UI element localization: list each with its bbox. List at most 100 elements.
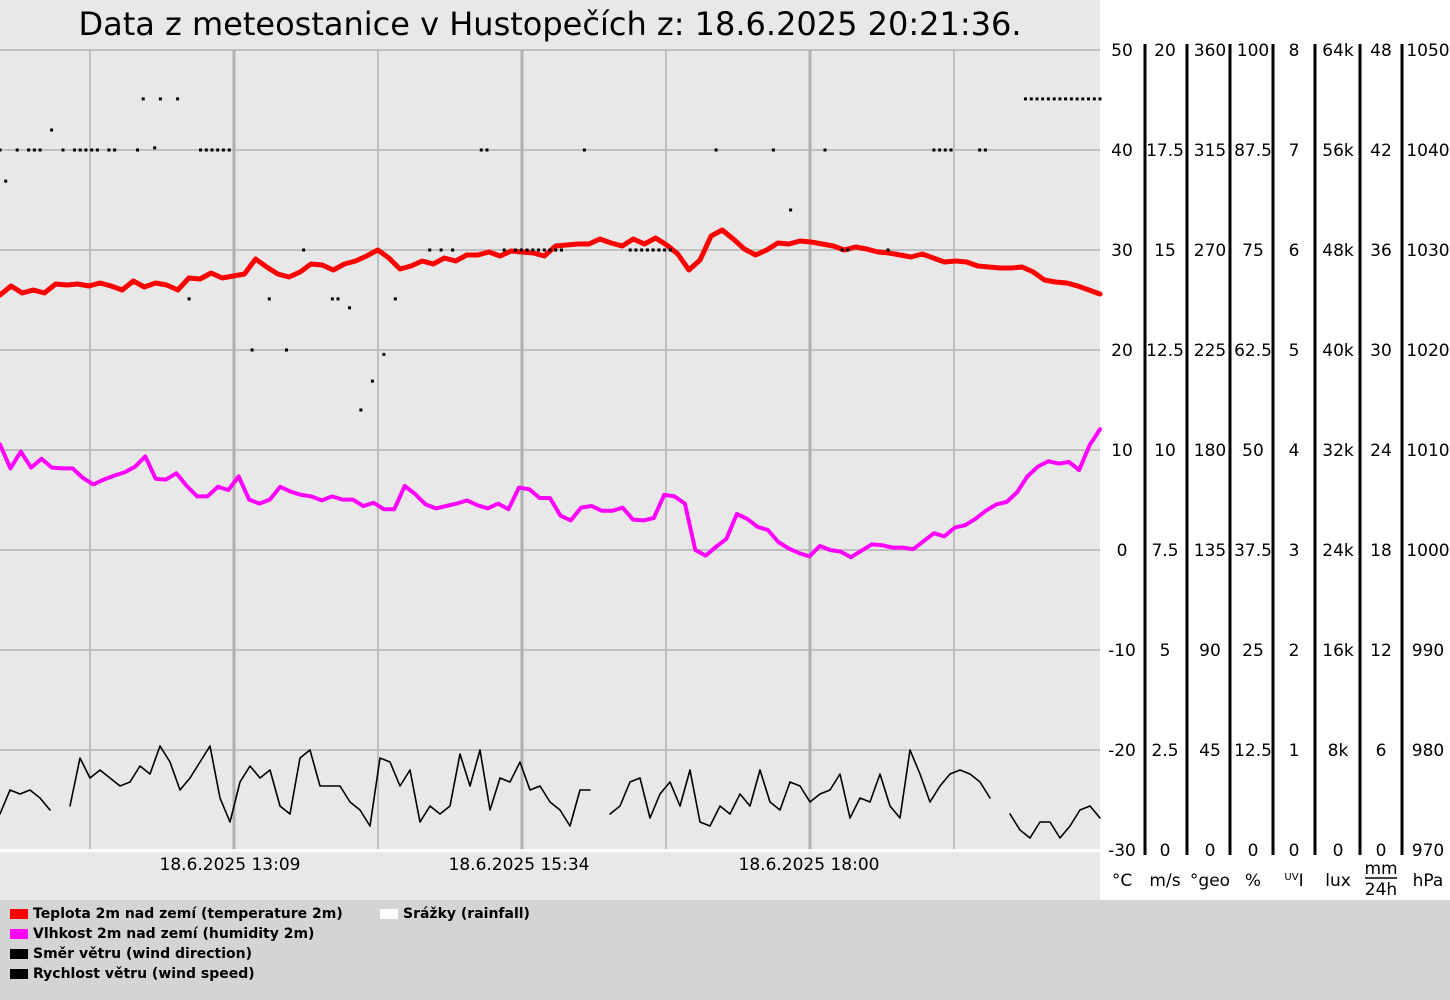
wind-direction-point	[1081, 97, 1085, 101]
x-tick-label: 18.6.2025 13:09	[160, 855, 301, 875]
wind-direction-point	[1046, 97, 1050, 101]
wind-direction-point	[393, 297, 397, 301]
y-tick-label: -20	[1108, 741, 1136, 761]
axis-unit-label: lux	[1325, 871, 1351, 891]
y-tick-label: 50	[1242, 441, 1264, 461]
wind-direction-point	[525, 248, 529, 252]
y-tick-label: 990	[1412, 641, 1444, 661]
wind-direction-point	[302, 248, 306, 252]
wind-direction-point	[628, 248, 632, 252]
wind-direction-point	[221, 148, 225, 152]
wind-direction-point	[1024, 97, 1027, 101]
y-tick-label: 980	[1412, 741, 1444, 761]
y-tick-label: 50	[1111, 41, 1133, 61]
y-tick-label: 225	[1194, 341, 1226, 361]
legend-label: Srážky (rainfall)	[403, 906, 530, 922]
wind-direction-point	[983, 148, 987, 152]
y-tick-label: 48	[1370, 41, 1392, 61]
wind-direction-point	[542, 248, 546, 252]
y-tick-label: 10	[1154, 441, 1176, 461]
axis-unit-label: %	[1245, 871, 1261, 891]
axis-unit-label: 24h	[1365, 880, 1397, 900]
legend-item-humidity: Vlhkost 2m nad zemí (humidity 2m)	[10, 925, 314, 943]
wind-direction-point	[1098, 97, 1102, 101]
wind-direction-point	[1041, 97, 1045, 101]
y-tick-label: 1030	[1406, 241, 1449, 261]
y-tick-label: 2	[1289, 641, 1300, 661]
y-tick-label: 6	[1289, 241, 1300, 261]
y-tick-label: 8	[1289, 41, 1300, 61]
y-tick-label: 75	[1242, 241, 1264, 261]
wind-direction-point	[514, 248, 518, 252]
y-tick-label: 12	[1370, 641, 1392, 661]
wind-direction-point	[560, 248, 563, 252]
y-tick-label: 16k	[1322, 641, 1354, 661]
y-tick-label: 30	[1111, 241, 1133, 261]
y-tick-label: 315	[1194, 141, 1226, 161]
wind-direction-point	[451, 248, 455, 252]
y-tick-label: 25	[1242, 641, 1264, 661]
y-tick-label: 20	[1154, 41, 1176, 61]
wind-direction-point	[663, 248, 667, 252]
humidity-line	[0, 427, 1102, 560]
wind-direction-point	[370, 379, 374, 383]
wind-direction-point	[519, 248, 523, 252]
legend-label: Směr větru (wind direction)	[33, 946, 252, 962]
y-tick-label: 0	[1333, 841, 1344, 861]
y-tick-label: 3	[1289, 541, 1300, 561]
wind-direction-point	[285, 348, 288, 352]
wind-direction-point	[1075, 97, 1079, 101]
x-tick-label: 18.6.2025 18:00	[739, 855, 880, 875]
wind-direction-point	[1035, 97, 1039, 101]
legend-swatch	[10, 909, 28, 919]
legend-swatch	[380, 909, 398, 919]
wind-direction-point	[840, 248, 844, 252]
y-tick-label: 64k	[1322, 41, 1354, 61]
wind-direction-point	[502, 248, 506, 252]
wind-direction-point	[136, 148, 139, 152]
temperature-line	[0, 227, 1103, 298]
axis-unit-label: hPa	[1413, 871, 1444, 891]
y-tick-label: 12.5	[1146, 341, 1184, 361]
wind-direction-point	[1064, 97, 1068, 101]
y-tick-label: 0	[1289, 841, 1300, 861]
wind-direction-point	[582, 148, 586, 152]
y-tick-label: 30	[1370, 341, 1392, 361]
legend-label: Rychlost větru (wind speed)	[33, 966, 255, 982]
wind-direction-point	[158, 97, 162, 101]
weather-chart: 18.6.2025 13:09 18.6.2025 15:34 18.6.2025 …	[0, 41, 1450, 900]
chart-marks	[0, 97, 1103, 839]
wind-direction-point	[645, 248, 649, 252]
y-tick-label: 5	[1160, 641, 1171, 661]
y-tick-label: 15	[1154, 241, 1176, 261]
y-tick-label: 270	[1194, 241, 1226, 261]
wind-direction-point	[90, 148, 94, 152]
y-tick-label: 1	[1289, 741, 1300, 761]
wind-direction-point	[789, 208, 793, 212]
y-tick-label: 17.5	[1146, 141, 1184, 161]
y-tick-label: 1010	[1406, 441, 1449, 461]
wind-direction-point	[479, 148, 483, 152]
wind-direction-point	[187, 297, 191, 301]
wind-direction-point	[330, 297, 334, 301]
wind-direction-point	[932, 148, 936, 152]
y-axes: 50403020100-10-20-30°C2017.51512.5107.55…	[1108, 41, 1450, 900]
wind-direction-point	[1058, 97, 1062, 101]
y-tick-label: 970	[1412, 841, 1444, 861]
y-tick-label: 8k	[1328, 741, 1349, 761]
wind-direction-point	[73, 148, 76, 152]
wind-speed-line	[0, 745, 1101, 839]
y-tick-label: 0	[1117, 541, 1128, 561]
wind-direction-point	[4, 179, 8, 183]
y-tick-label: 42	[1370, 141, 1392, 161]
wind-direction-point	[15, 148, 19, 152]
axis-unit-label: m/s	[1149, 871, 1180, 891]
wind-direction-point	[668, 248, 672, 252]
legend-swatch	[10, 969, 28, 979]
wind-direction-point	[886, 248, 890, 252]
wind-direction-point	[943, 148, 947, 152]
wind-direction-point	[199, 148, 202, 152]
wind-direction-point	[938, 148, 942, 152]
y-tick-label: -30	[1108, 841, 1136, 861]
y-tick-label: 37.5	[1234, 541, 1272, 561]
